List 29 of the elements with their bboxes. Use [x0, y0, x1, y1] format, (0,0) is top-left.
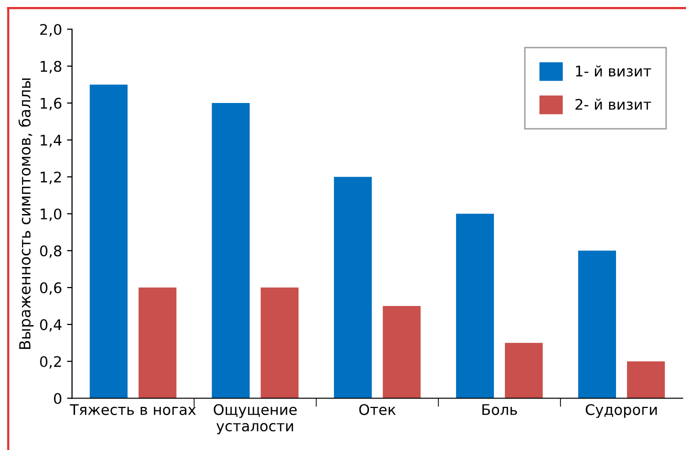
y-tick-label: 1,0 — [40, 208, 62, 221]
bar — [504, 342, 543, 398]
bar — [456, 214, 494, 398]
y-tick-label: 0 — [54, 392, 62, 404]
x-tick-label: Ощущение усталости — [214, 404, 297, 434]
bar — [260, 288, 299, 398]
bar — [578, 250, 616, 398]
bar — [334, 176, 372, 398]
y-tick-label: 1,2 — [40, 172, 61, 184]
bar — [138, 288, 176, 398]
y-tick-label: 0,8 — [40, 245, 62, 258]
bar — [627, 361, 665, 398]
legend-label: 1- й визит — [576, 65, 652, 77]
x-tick-label: Судороги — [586, 404, 657, 418]
x-tick-label: Боль — [482, 404, 517, 416]
y-tick-label: 1,8 — [40, 60, 62, 74]
y-tick-label: 2,0 — [40, 24, 62, 36]
x-tick-label: Отек — [359, 404, 396, 416]
y-tick-label: 1,6 — [40, 98, 62, 110]
y-tick-label: 0,6 — [40, 282, 62, 295]
bar — [382, 306, 421, 398]
x-tick-label: Тяжесть в ногах — [70, 404, 196, 416]
y-axis-title: Выраженность симптомов, баллы — [18, 78, 34, 349]
y-tick-label: 0,4 — [40, 319, 62, 332]
legend-label: 2- й визит — [576, 98, 652, 110]
y-tick-label: 1,4 — [40, 134, 62, 148]
y-tick-label: 0,2 — [40, 356, 61, 369]
bar — [90, 84, 128, 398]
bar — [212, 103, 250, 398]
